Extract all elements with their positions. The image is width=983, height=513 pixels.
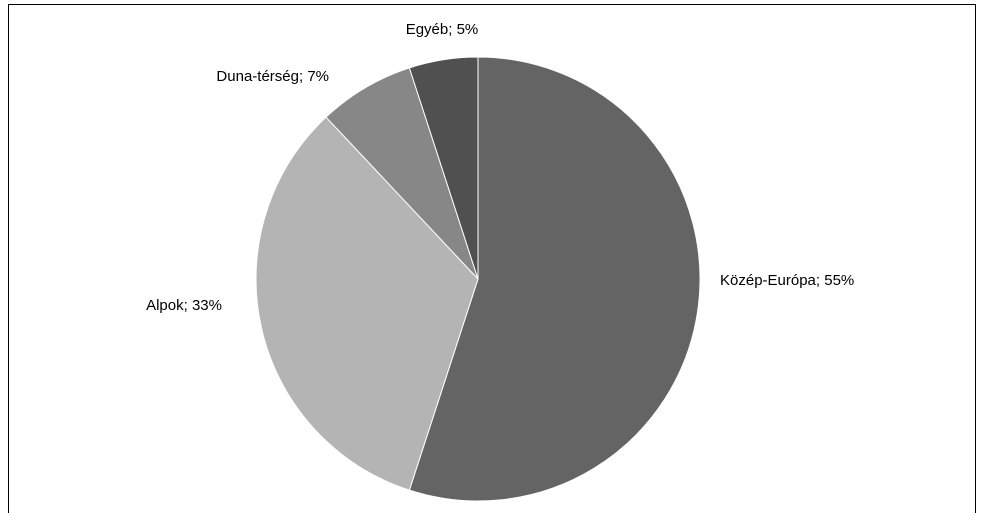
label-separator: ; (184, 297, 192, 314)
label-category: Egyéb (406, 21, 449, 38)
label-value: 5% (457, 21, 479, 38)
pie-slice (408, 56, 479, 280)
label-category: Duna-térség (216, 68, 299, 85)
label-separator: ; (299, 68, 307, 85)
pie-slice (255, 116, 479, 491)
pie-slice (408, 56, 701, 502)
label-value: 33% (192, 297, 222, 314)
data-label: Alpok; 33% (146, 297, 222, 314)
label-category: Alpok (146, 297, 184, 314)
data-label: Egyéb; 5% (406, 21, 479, 38)
label-value: 7% (307, 68, 329, 85)
label-separator: ; (448, 21, 456, 38)
label-category: Közép-Európa (720, 272, 817, 289)
label-separator: ; (816, 272, 824, 289)
data-label: Duna-térség; 7% (216, 68, 329, 85)
chart-frame (8, 4, 976, 513)
data-label: Közép-Európa; 55% (720, 272, 854, 289)
label-value: 55% (824, 272, 854, 289)
